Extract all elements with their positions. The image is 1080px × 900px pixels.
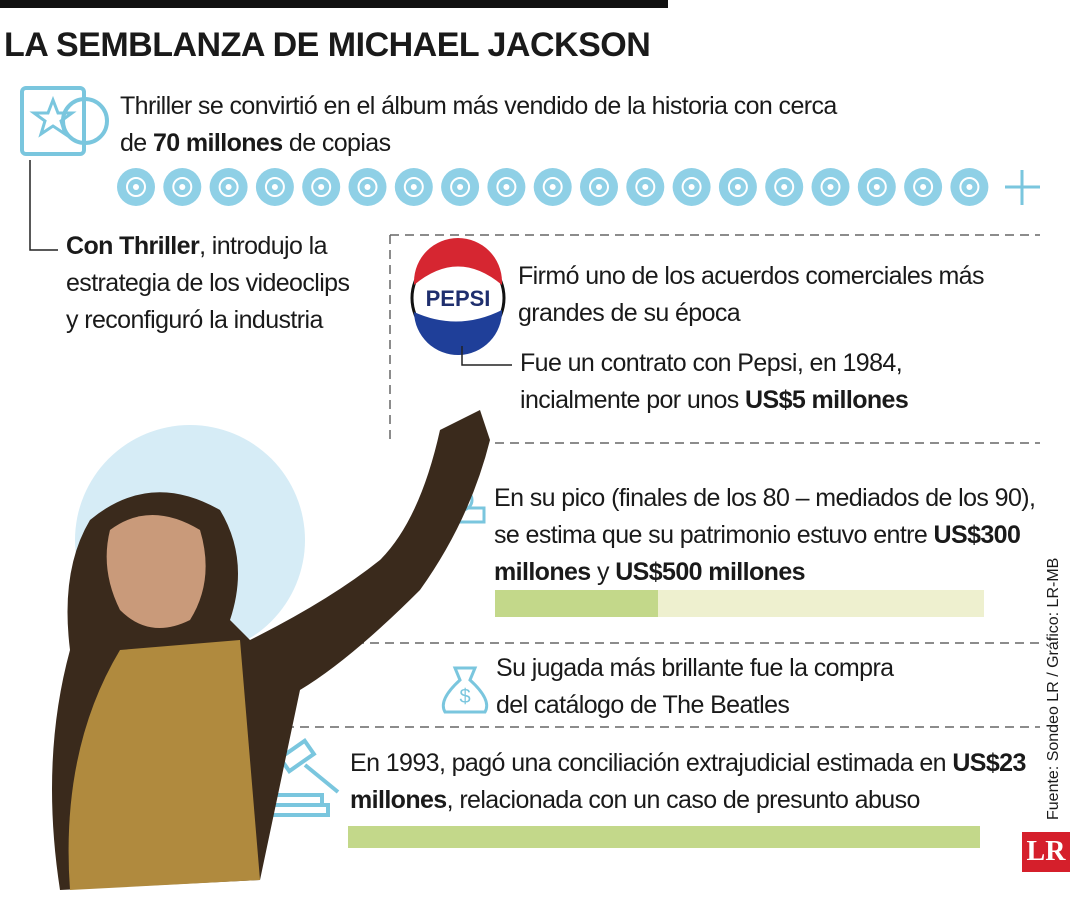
- gavel-icon: [264, 738, 340, 817]
- item: Con Thriller, introdujo la estrategia de…: [66, 228, 366, 339]
- text: En su pico (finales de los 80 – mediados…: [494, 484, 1036, 549]
- disc: [126, 177, 146, 197]
- text: Fue un contrato con Pepsi, en 1984, inci…: [520, 349, 903, 414]
- disc: [635, 177, 656, 197]
- disc: [496, 177, 517, 197]
- disc: [688, 184, 695, 190]
- disc: [450, 177, 471, 197]
- connector: [29, 160, 58, 251]
- disc: [966, 184, 973, 190]
- disc: [179, 184, 186, 190]
- discs: [117, 168, 989, 206]
- album-icon: [20, 86, 86, 156]
- guides: [270, 234, 1040, 728]
- bold-text: 70 millones: [152, 129, 283, 157]
- bar-fill: [348, 826, 980, 848]
- item: Fue un contrato con Pepsi, en 1984, inci…: [520, 345, 1020, 419]
- title: LA SEMBLANZA DE MICHAEL JACKSON: [4, 26, 651, 64]
- disc: [774, 177, 795, 197]
- disc: [318, 184, 325, 190]
- bold-text: US$5 millones: [745, 386, 909, 414]
- item: Thriller se convirtió en el álbum más ve…: [120, 88, 840, 162]
- source: Fuente: Sondeo LR / Gráfico: LR-MB: [1045, 557, 1062, 820]
- disc: [827, 184, 834, 190]
- bag-symbol: $: [459, 686, 470, 708]
- bold-text: US$300 millones: [494, 521, 1021, 586]
- disc: [589, 177, 609, 197]
- disc: [866, 177, 887, 197]
- disc: [549, 184, 556, 190]
- text: , introdujo la estrategia de los videocl…: [66, 232, 350, 334]
- text: Thriller se convirtió en el álbum más ve…: [120, 92, 837, 157]
- disc: [403, 177, 424, 197]
- disc: [734, 184, 741, 190]
- item: En 1993, pagó una conciliación extrajudi…: [350, 745, 1030, 819]
- disc: [873, 184, 880, 190]
- disc: [264, 177, 285, 197]
- disc: [959, 177, 980, 197]
- disc: [311, 177, 332, 197]
- disc: [364, 184, 371, 190]
- bold-text: US$500 millones: [615, 558, 805, 586]
- disc: [642, 184, 649, 190]
- pepsi-blue: [414, 310, 503, 356]
- bar-fill: [495, 590, 658, 617]
- item: Su jugada más brillante fue la compra de…: [496, 650, 916, 724]
- disc: [218, 177, 239, 197]
- bold-text: Con Thriller: [66, 232, 200, 260]
- bag-icon: [441, 666, 489, 714]
- disc: [596, 184, 602, 190]
- disc: [503, 184, 510, 190]
- top-bar: [0, 0, 668, 8]
- disc: [781, 184, 788, 190]
- disc: [410, 184, 417, 190]
- text: Firmó uno de los acuerdos comerciales má…: [518, 262, 984, 327]
- text: , relacionada con un caso de presunto ab…: [446, 786, 921, 814]
- pepsi-text: PEPSI: [426, 286, 491, 311]
- text: de copias: [282, 129, 391, 157]
- disc: [727, 177, 748, 197]
- disc: [357, 177, 378, 197]
- disc: [681, 177, 702, 197]
- disc: [820, 177, 841, 197]
- text: Su jugada más brillante fue la compra de…: [496, 654, 894, 719]
- disc: [133, 184, 139, 190]
- photo: [52, 410, 490, 890]
- pepsi-red: [414, 238, 502, 285]
- text: En 1993, pagó una conciliación extrajudi…: [350, 749, 953, 777]
- connector: [461, 346, 512, 366]
- star: [29, 95, 77, 138]
- text: y: [590, 558, 616, 586]
- logo: LR: [1022, 832, 1070, 872]
- disc: [172, 177, 193, 197]
- disc: [271, 184, 278, 190]
- disc: [913, 177, 934, 197]
- item: Firmó uno de los acuerdos comerciales má…: [518, 258, 988, 332]
- disc: [225, 184, 232, 190]
- disc: [457, 184, 464, 190]
- disc: [920, 184, 927, 190]
- item: En su pico (finales de los 80 – mediados…: [494, 480, 1039, 591]
- bold-text: US$23 millones: [350, 749, 1026, 814]
- disc: [542, 177, 563, 197]
